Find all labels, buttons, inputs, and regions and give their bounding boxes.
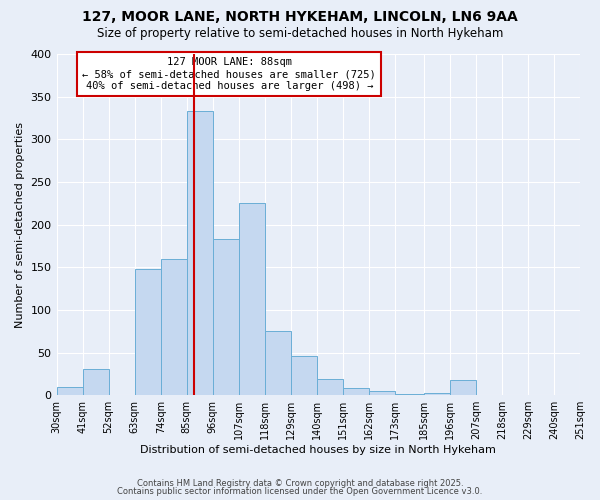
Bar	[265, 331, 291, 395]
Bar	[135, 269, 161, 395]
Bar	[369, 391, 395, 395]
Bar	[213, 239, 239, 395]
Text: 127, MOOR LANE, NORTH HYKEHAM, LINCOLN, LN6 9AA: 127, MOOR LANE, NORTH HYKEHAM, LINCOLN, …	[82, 10, 518, 24]
X-axis label: Distribution of semi-detached houses by size in North Hykeham: Distribution of semi-detached houses by …	[140, 445, 496, 455]
Bar	[424, 392, 450, 395]
Text: 127 MOOR LANE: 88sqm
← 58% of semi-detached houses are smaller (725)
40% of semi: 127 MOOR LANE: 88sqm ← 58% of semi-detac…	[82, 58, 376, 90]
Bar	[83, 369, 109, 395]
Bar	[343, 388, 369, 395]
Text: Size of property relative to semi-detached houses in North Hykeham: Size of property relative to semi-detach…	[97, 28, 503, 40]
Bar	[56, 386, 83, 395]
Bar	[291, 356, 317, 395]
Text: Contains HM Land Registry data © Crown copyright and database right 2025.: Contains HM Land Registry data © Crown c…	[137, 478, 463, 488]
Text: Contains public sector information licensed under the Open Government Licence v3: Contains public sector information licen…	[118, 487, 482, 496]
Bar	[161, 258, 187, 395]
Bar	[317, 379, 343, 395]
Bar	[239, 204, 265, 395]
Y-axis label: Number of semi-detached properties: Number of semi-detached properties	[15, 122, 25, 328]
Bar	[187, 111, 213, 395]
Bar	[450, 380, 476, 395]
Bar	[395, 394, 424, 395]
